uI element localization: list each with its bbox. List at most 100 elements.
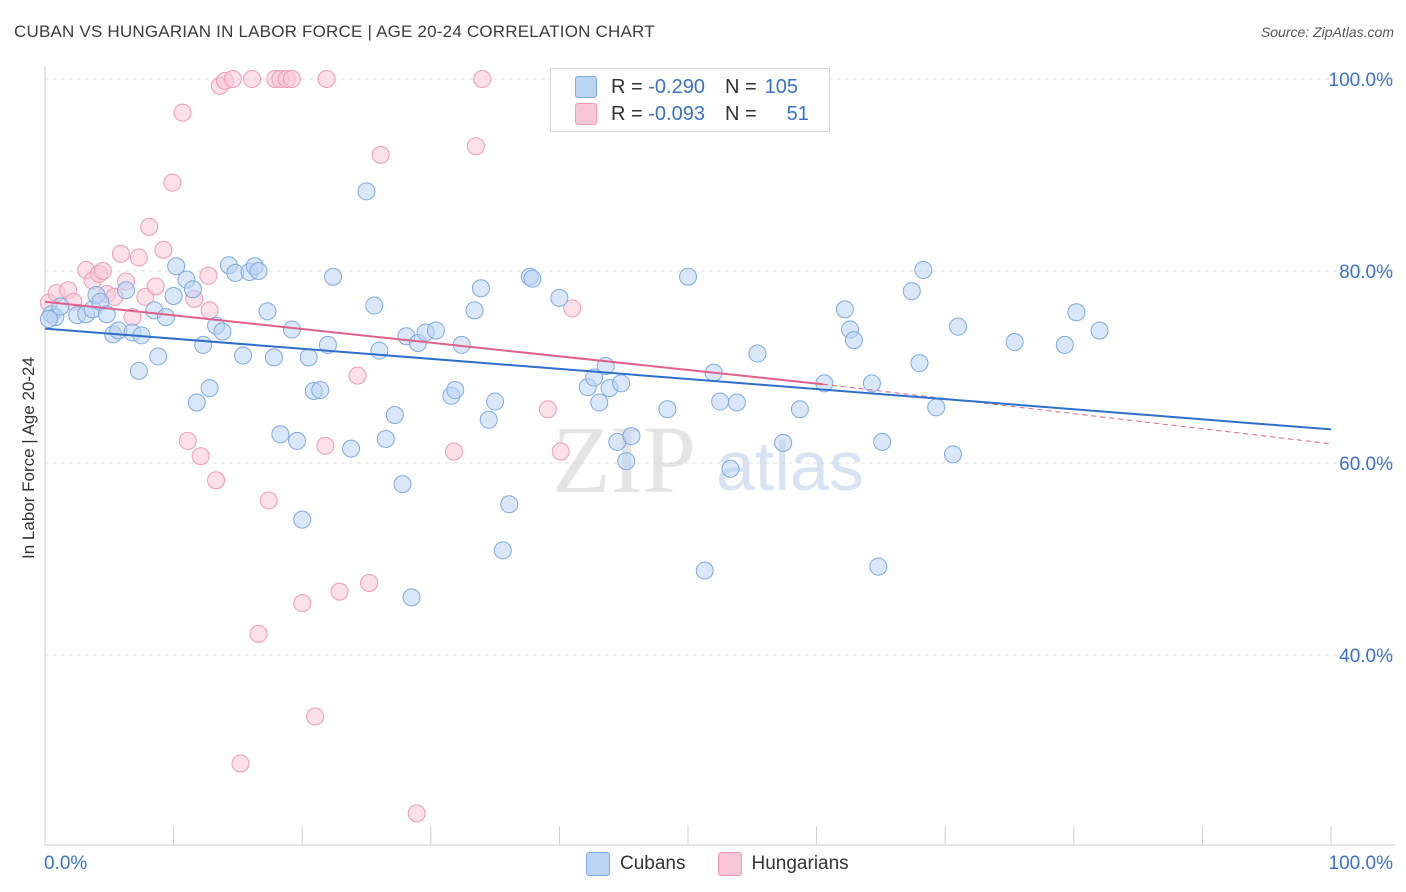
- hungarians-point: [223, 70, 242, 88]
- cubans-point: [1090, 321, 1109, 340]
- cubans-point: [357, 182, 376, 201]
- cubans-point: [365, 296, 384, 315]
- legend-row-hungarians: R = -0.093 N = 51: [575, 102, 809, 126]
- hungarians-point: [154, 240, 173, 259]
- hungarians-point: [538, 400, 557, 419]
- cubans-points: [39, 182, 1109, 607]
- hungarians-point: [282, 70, 301, 88]
- hungarians-point: [93, 262, 112, 280]
- cubans-point: [39, 310, 58, 328]
- watermark: ZIP atlas: [552, 406, 864, 513]
- x-tick-label: 100.0%: [1329, 853, 1394, 874]
- legend-row-cubans: R = -0.290 N = 105: [575, 75, 798, 99]
- cubans-point: [550, 288, 569, 307]
- cubans-point: [622, 427, 641, 446]
- hungarians-point: [330, 582, 349, 601]
- trend-lines: [44, 300, 1332, 445]
- y-axis-label: In Labor Force | Age 20-24: [19, 357, 38, 559]
- cubans-point: [271, 425, 290, 444]
- hungarians-point: [466, 137, 485, 156]
- cubans-point: [479, 410, 498, 429]
- hungarians-point: [348, 366, 367, 385]
- cubans-swatch: [586, 852, 610, 876]
- hungarians-point: [473, 70, 492, 88]
- legend-label-hungarians: Hungarians: [751, 853, 849, 874]
- n-label: N =: [724, 75, 757, 98]
- cubans-point: [493, 541, 512, 560]
- hungarians-swatch: [575, 103, 597, 125]
- hungarians-point: [316, 436, 335, 455]
- cubans-point: [748, 344, 767, 363]
- cubans-point: [471, 279, 490, 298]
- hungarians-trend-line: [44, 300, 824, 386]
- r-value: -0.290: [648, 75, 705, 98]
- cubans-point: [612, 374, 631, 393]
- r-label: R =: [611, 102, 643, 125]
- cubans-point: [873, 432, 892, 451]
- hungarians-point: [231, 754, 250, 773]
- hungarians-point: [163, 173, 182, 192]
- cubans-point: [486, 392, 505, 411]
- hungarians-point: [551, 442, 570, 461]
- series-legend: Cubans Hungarians: [586, 852, 881, 876]
- cubans-point: [156, 308, 175, 327]
- cubans-point: [943, 445, 962, 464]
- source-attribution: Source: ZipAtlas.com: [1260, 24, 1394, 40]
- cubans-point: [679, 267, 697, 286]
- cubans-point: [862, 374, 881, 393]
- hungarians-point: [191, 447, 210, 466]
- cubans-point: [426, 321, 445, 340]
- cubans-point: [117, 281, 136, 300]
- axes: [44, 66, 1395, 846]
- cubans-point: [249, 262, 268, 280]
- cubans-point: [869, 557, 888, 576]
- cubans-point: [311, 381, 330, 400]
- cubans-point: [402, 588, 421, 607]
- legend-item-hungarians: Hungarians: [717, 852, 849, 876]
- hungarians-point: [199, 266, 218, 285]
- cubans-point: [187, 393, 206, 412]
- cubans-point: [590, 393, 609, 412]
- cubans-point: [617, 452, 636, 471]
- n-label: N =: [724, 102, 757, 125]
- cubans-point: [288, 431, 307, 450]
- cubans-point: [149, 347, 168, 366]
- cubans-point: [234, 346, 253, 365]
- n-value: 51: [786, 102, 809, 125]
- cubans-point: [721, 459, 740, 478]
- cubans-point: [318, 335, 337, 354]
- hungarians-point: [444, 442, 463, 461]
- cubans-point: [658, 400, 677, 419]
- cubans-point: [711, 392, 730, 411]
- cubans-point: [695, 561, 714, 580]
- hungarians-point: [407, 804, 426, 823]
- cubans-point: [910, 354, 929, 373]
- hungarians-point: [317, 70, 336, 88]
- r-value: -0.093: [648, 102, 705, 125]
- cubans-point: [914, 261, 933, 280]
- cubans-point: [727, 393, 746, 412]
- tick-labels: 40.0% 60.0% 80.0% 100.0% 0.0% 100.0%: [44, 70, 1393, 874]
- cubans-point: [293, 510, 312, 529]
- hungarians-point: [371, 145, 390, 164]
- hungarians-point: [293, 594, 312, 613]
- cubans-swatch: [575, 76, 597, 98]
- hungarians-point: [146, 277, 165, 296]
- cubans-point: [500, 495, 519, 514]
- hungarians-point: [178, 431, 197, 450]
- cubans-point: [164, 286, 183, 305]
- cubans-point: [370, 341, 389, 360]
- legend-label-cubans: Cubans: [620, 853, 686, 874]
- legend-item-cubans: Cubans: [586, 852, 686, 876]
- y-tick-label: 40.0%: [1339, 646, 1393, 667]
- hungarians-point: [360, 574, 379, 592]
- cubans-point: [324, 267, 343, 286]
- y-tick-label: 80.0%: [1339, 262, 1393, 283]
- hungarians-point: [207, 471, 226, 490]
- hungarians-point: [173, 103, 192, 122]
- n-value: 105: [764, 75, 799, 98]
- cubans-point: [902, 282, 921, 301]
- hungarians-point: [243, 70, 262, 88]
- chart-title: CUBAN VS HUNGARIAN IN LABOR FORCE | AGE …: [14, 22, 655, 41]
